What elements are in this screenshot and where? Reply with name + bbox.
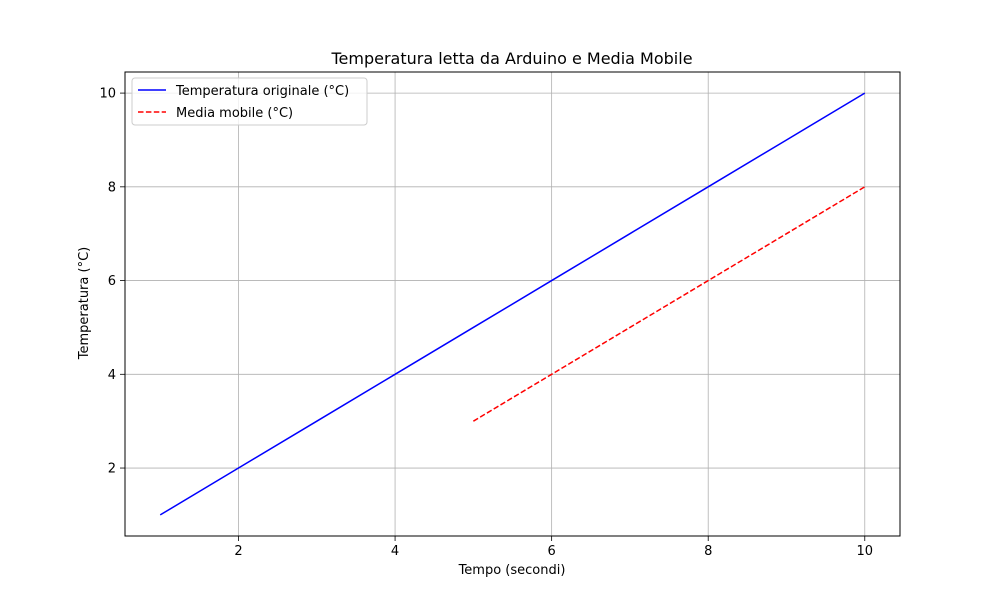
y-tick-label: 10: [99, 87, 116, 102]
x-axis-ticks: 2 4 6 8 10: [234, 536, 873, 559]
y-tick-label: 8: [108, 180, 116, 195]
series-line-1: [472, 186, 866, 422]
x-tick-label: 8: [704, 544, 712, 559]
x-axis-label: Tempo (secondi): [458, 563, 566, 578]
x-tick-label: 2: [234, 544, 242, 559]
chart-title: Temperatura letta da Arduino e Media Mob…: [330, 49, 692, 68]
plot-frame: [124, 71, 901, 537]
legend-label-media-mobile: Media mobile (°C): [176, 106, 293, 121]
legend-box: [131, 77, 368, 126]
x-tick-label: 6: [548, 544, 556, 559]
series-layer: [159, 92, 866, 516]
y-tick-label: 4: [108, 368, 116, 383]
y-tick-label: 2: [108, 462, 116, 477]
y-tick-label: 6: [108, 274, 116, 289]
y-axis-label: Temperatura (°C): [77, 247, 92, 360]
x-tick-label: 10: [856, 544, 873, 559]
y-axis-ticks: 2 4 6 8 10: [99, 87, 125, 477]
legend-label-temperatura-originale: Temperatura originale (°C): [175, 84, 349, 99]
x-tick-label: 4: [391, 544, 399, 559]
legend: Temperatura originale (°C) Media mobile …: [131, 77, 368, 126]
series-line-0: [159, 92, 866, 516]
grid: [125, 72, 900, 536]
